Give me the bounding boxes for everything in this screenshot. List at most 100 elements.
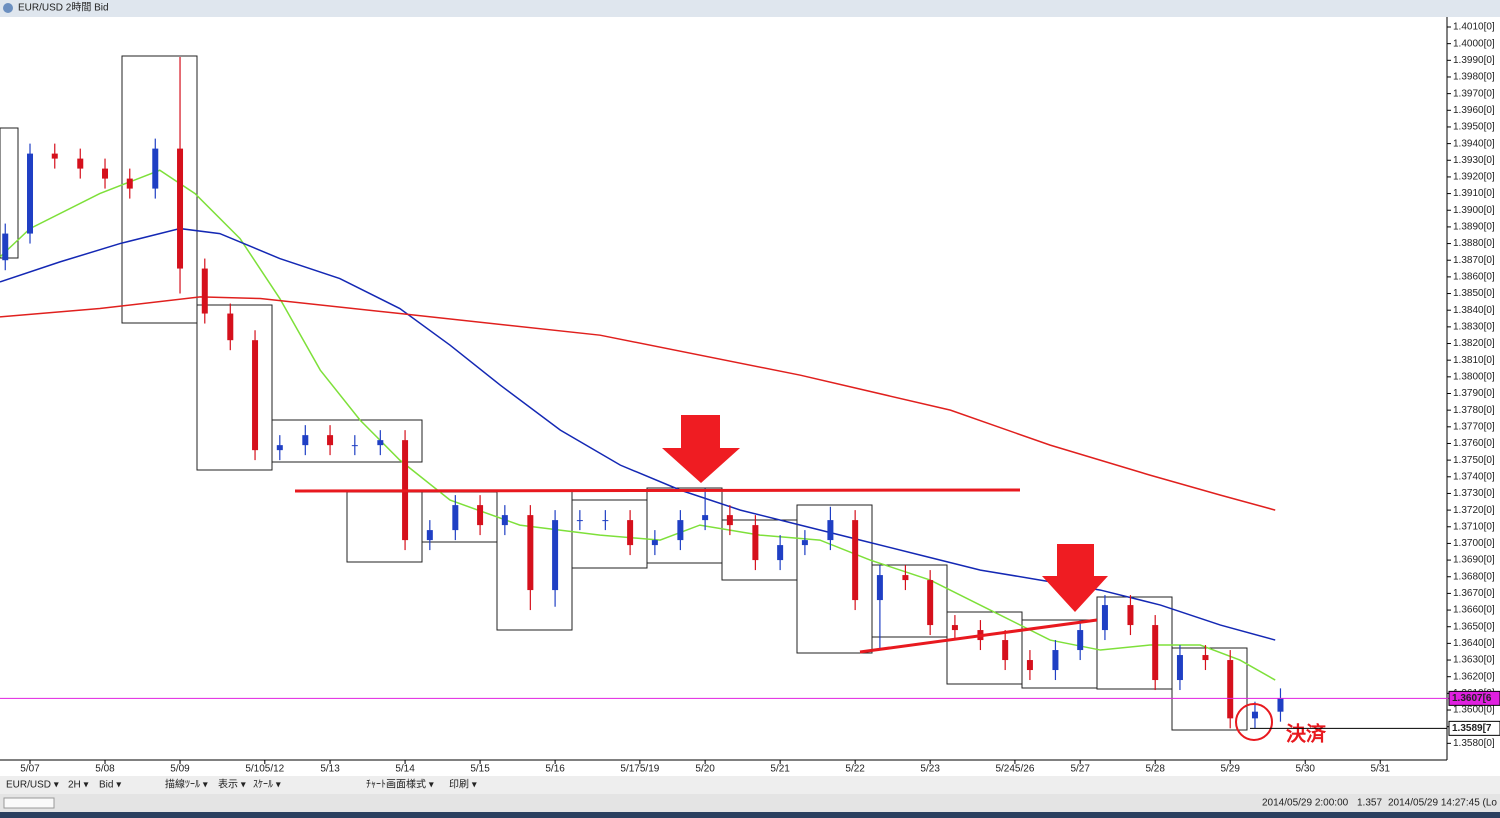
candle-body bbox=[77, 158, 84, 169]
candle-body bbox=[1251, 711, 1258, 719]
range-box bbox=[271, 419, 423, 463]
toolbar-item[interactable]: 印刷 ▾ bbox=[449, 779, 477, 791]
toolbar-item[interactable]: ｽｹｰﾙ ▾ bbox=[253, 779, 281, 791]
candle-body bbox=[1101, 605, 1108, 631]
y-tick-label: 1.3990[0] bbox=[1453, 55, 1495, 66]
title-bar bbox=[0, 0, 1500, 17]
x-tick-label: 5/175/19 bbox=[620, 764, 659, 775]
y-tick-label: 1.3750[0] bbox=[1453, 455, 1495, 466]
y-tick-label: 1.3840[0] bbox=[1453, 305, 1495, 316]
candle-body bbox=[177, 148, 184, 269]
candle-body bbox=[651, 540, 658, 546]
toolbar bbox=[0, 776, 1500, 794]
candle-body bbox=[1227, 660, 1234, 719]
x-tick-label: 5/30 bbox=[1295, 764, 1315, 775]
x-tick-label: 5/09 bbox=[170, 764, 190, 775]
candle-body bbox=[501, 515, 508, 526]
y-tick-label: 1.3790[0] bbox=[1453, 388, 1495, 399]
toolbar-item[interactable]: 表示 ▾ bbox=[218, 778, 246, 791]
y-tick-label: 1.3710[0] bbox=[1453, 521, 1495, 532]
candle-body bbox=[1002, 640, 1009, 661]
y-tick-label: 1.3800[0] bbox=[1453, 371, 1495, 382]
candle-body bbox=[602, 520, 609, 522]
candle-body bbox=[1176, 655, 1183, 681]
x-tick-label: 5/21 bbox=[770, 764, 790, 775]
y-tick-label: 1.3630[0] bbox=[1453, 655, 1495, 666]
range-box bbox=[121, 55, 198, 324]
x-tick-label: 5/20 bbox=[695, 764, 715, 775]
x-tick-label: 5/22 bbox=[845, 764, 865, 775]
candle-body bbox=[726, 515, 733, 526]
range-boxes bbox=[0, 55, 1248, 731]
y-tick-label: 1.4010[0] bbox=[1453, 22, 1495, 33]
candle-body bbox=[351, 445, 358, 447]
toolbar-item[interactable]: ﾁｬｰﾄ画面様式 ▾ bbox=[366, 778, 434, 791]
candle-body bbox=[1026, 660, 1033, 671]
arrows bbox=[662, 415, 1108, 612]
toolbar-item[interactable]: 描線ﾂｰﾙ ▾ bbox=[165, 778, 208, 791]
y-tick-label: 1.3780[0] bbox=[1453, 405, 1495, 416]
y-tick-label: 1.3950[0] bbox=[1453, 122, 1495, 133]
toolbar-item[interactable]: EUR/USD ▾ bbox=[6, 780, 59, 791]
y-tick-label: 1.3720[0] bbox=[1453, 505, 1495, 516]
trend-line bbox=[859, 618, 1098, 654]
candle-body bbox=[102, 168, 109, 179]
price-label: 1.3589[7 bbox=[1452, 723, 1492, 734]
candle-body bbox=[752, 525, 759, 561]
y-tick-label: 1.3620[0] bbox=[1453, 671, 1495, 682]
candle-body bbox=[576, 520, 583, 522]
y-tick-label: 1.3980[0] bbox=[1453, 72, 1495, 83]
candle-body bbox=[702, 515, 709, 521]
y-tick-label: 1.3970[0] bbox=[1453, 88, 1495, 99]
y-tick-label: 1.3640[0] bbox=[1453, 638, 1495, 649]
x-tick-label: 5/28 bbox=[1145, 764, 1165, 775]
scrollbar[interactable] bbox=[3, 797, 55, 809]
candle-body bbox=[426, 530, 433, 541]
x-tick-label: 5/13 bbox=[320, 764, 340, 775]
candle-body bbox=[252, 340, 259, 451]
x-tick-label: 5/16 bbox=[545, 764, 565, 775]
y-tick-label: 1.3700[0] bbox=[1453, 538, 1495, 549]
annotation: 決済 bbox=[1286, 721, 1327, 745]
candle-body bbox=[852, 520, 859, 601]
candle-body bbox=[276, 445, 283, 451]
candle-body bbox=[152, 148, 159, 189]
candle-body bbox=[1127, 605, 1134, 626]
resistance-line bbox=[294, 488, 1021, 493]
moving-average bbox=[0, 296, 1276, 511]
candle-body bbox=[302, 435, 309, 446]
y-tick-label: 1.3960[0] bbox=[1453, 105, 1495, 116]
candle-body bbox=[1077, 630, 1084, 651]
status-bar bbox=[0, 794, 1500, 812]
y-tick-label: 1.3660[0] bbox=[1453, 605, 1495, 616]
y-tick-label: 1.3900[0] bbox=[1453, 205, 1495, 216]
window-title: EUR/USD 2時間 Bid bbox=[18, 2, 109, 14]
y-tick-label: 1.3920[0] bbox=[1453, 172, 1495, 183]
status-text: 2014/05/29 2:00:00 bbox=[1262, 798, 1349, 809]
candle-body bbox=[527, 515, 534, 591]
y-tick-label: 1.3670[0] bbox=[1453, 588, 1495, 599]
toolbar-item[interactable]: 2H ▾ bbox=[68, 780, 89, 791]
candle-body bbox=[1052, 650, 1059, 671]
y-tick-label: 1.3740[0] bbox=[1453, 471, 1495, 482]
toolbar-item[interactable]: Bid ▾ bbox=[99, 780, 121, 791]
price-label-box bbox=[1448, 690, 1500, 706]
range-box bbox=[1096, 596, 1173, 690]
candle-body bbox=[227, 313, 234, 341]
y-tick-label: 1.3690[0] bbox=[1453, 555, 1495, 566]
plot-area bbox=[0, 17, 1447, 760]
x-tick-label: 5/14 bbox=[395, 764, 415, 775]
status-text: 2014/05/29 14:27:45 (Lo bbox=[1388, 798, 1497, 809]
y-tick-label: 1.3760[0] bbox=[1453, 438, 1495, 449]
arrow-shaft bbox=[1057, 544, 1094, 578]
candle-body bbox=[827, 520, 834, 541]
candle-body bbox=[2, 233, 9, 261]
range-box bbox=[871, 564, 948, 638]
y-tick-label: 1.3930[0] bbox=[1453, 155, 1495, 166]
app-icon bbox=[3, 3, 13, 13]
y-tick-label: 1.3890[0] bbox=[1453, 222, 1495, 233]
candle-body bbox=[51, 153, 58, 159]
y-tick-label: 1.3880[0] bbox=[1453, 238, 1495, 249]
candle-body bbox=[876, 575, 883, 601]
